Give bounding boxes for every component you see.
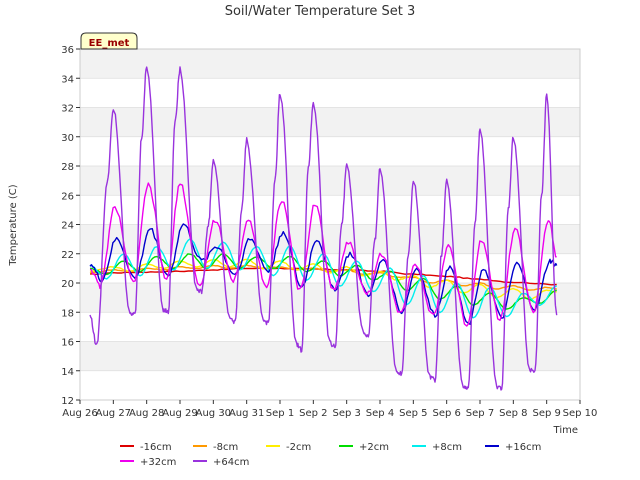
y-tick-label: 12 bbox=[61, 396, 74, 407]
plot-band bbox=[80, 166, 580, 196]
legend-label: +2cm bbox=[359, 442, 389, 453]
legend-label: +8cm bbox=[432, 442, 462, 453]
legend-label: +16cm bbox=[505, 442, 541, 453]
x-tick-label: Aug 27 bbox=[96, 408, 131, 419]
series-line-64cm bbox=[89, 66, 558, 391]
x-tick-label: Sep 10 bbox=[563, 408, 598, 419]
x-axis-label: Time bbox=[553, 425, 578, 436]
y-tick-label: 22 bbox=[61, 250, 74, 261]
x-tick-label: Sep 9 bbox=[532, 408, 560, 419]
y-tick-label: 20 bbox=[61, 279, 74, 290]
y-tick-label: 30 bbox=[61, 133, 74, 144]
y-axis-ticks: 12 14 16 18 20 22 24 26 28 30 32 34 36 bbox=[61, 45, 80, 407]
x-tick-label: Aug 31 bbox=[229, 408, 264, 419]
plot-band bbox=[80, 341, 580, 371]
plot-band bbox=[80, 49, 580, 79]
x-tick-label: Sep 5 bbox=[399, 408, 427, 419]
y-tick-label: 14 bbox=[61, 367, 74, 378]
legend-label: +64cm bbox=[213, 457, 249, 468]
y-tick-label: 36 bbox=[61, 45, 74, 56]
y-axis-label: Temperature (C) bbox=[8, 184, 19, 266]
x-tick-label: Aug 29 bbox=[162, 408, 197, 419]
series-lines bbox=[89, 66, 558, 391]
y-tick-label: 34 bbox=[61, 74, 74, 85]
series-line-32cm bbox=[89, 182, 557, 327]
x-tick-label: Sep 6 bbox=[432, 408, 460, 419]
x-tick-label: Sep 8 bbox=[499, 408, 527, 419]
y-tick-label: 32 bbox=[61, 104, 74, 115]
site-badge-label: EE_met bbox=[89, 38, 130, 49]
x-tick-label: Sep 7 bbox=[466, 408, 494, 419]
legend-label: -8cm bbox=[213, 442, 238, 453]
y-tick-label: 18 bbox=[61, 308, 74, 319]
x-tick-label: Aug 30 bbox=[196, 408, 231, 419]
legend: -16cm -8cm -2cm +2cm +8cm +16cm +32cm +64cm bbox=[120, 442, 541, 468]
y-tick-label: 26 bbox=[61, 191, 74, 202]
legend-label: -2cm bbox=[286, 442, 311, 453]
x-tick-label: Sep 2 bbox=[299, 408, 327, 419]
plot-band bbox=[80, 224, 580, 254]
series-line-2cm bbox=[89, 258, 557, 300]
x-tick-label: Aug 26 bbox=[62, 408, 97, 419]
x-tick-label: Aug 28 bbox=[129, 408, 164, 419]
x-tick-label: Sep 3 bbox=[332, 408, 360, 419]
y-tick-label: 16 bbox=[61, 338, 74, 349]
y-tick-label: 28 bbox=[61, 162, 74, 173]
x-tick-label: Sep 4 bbox=[366, 408, 394, 419]
site-badge: EE_met bbox=[80, 32, 138, 50]
legend-label: -16cm bbox=[140, 442, 172, 453]
legend-label: +32cm bbox=[140, 457, 176, 468]
plot-band bbox=[80, 107, 580, 137]
chart-title: Soil/Water Temperature Set 3 bbox=[225, 4, 416, 19]
y-tick-label: 24 bbox=[61, 221, 74, 232]
x-tick-label: Sep 1 bbox=[266, 408, 294, 419]
